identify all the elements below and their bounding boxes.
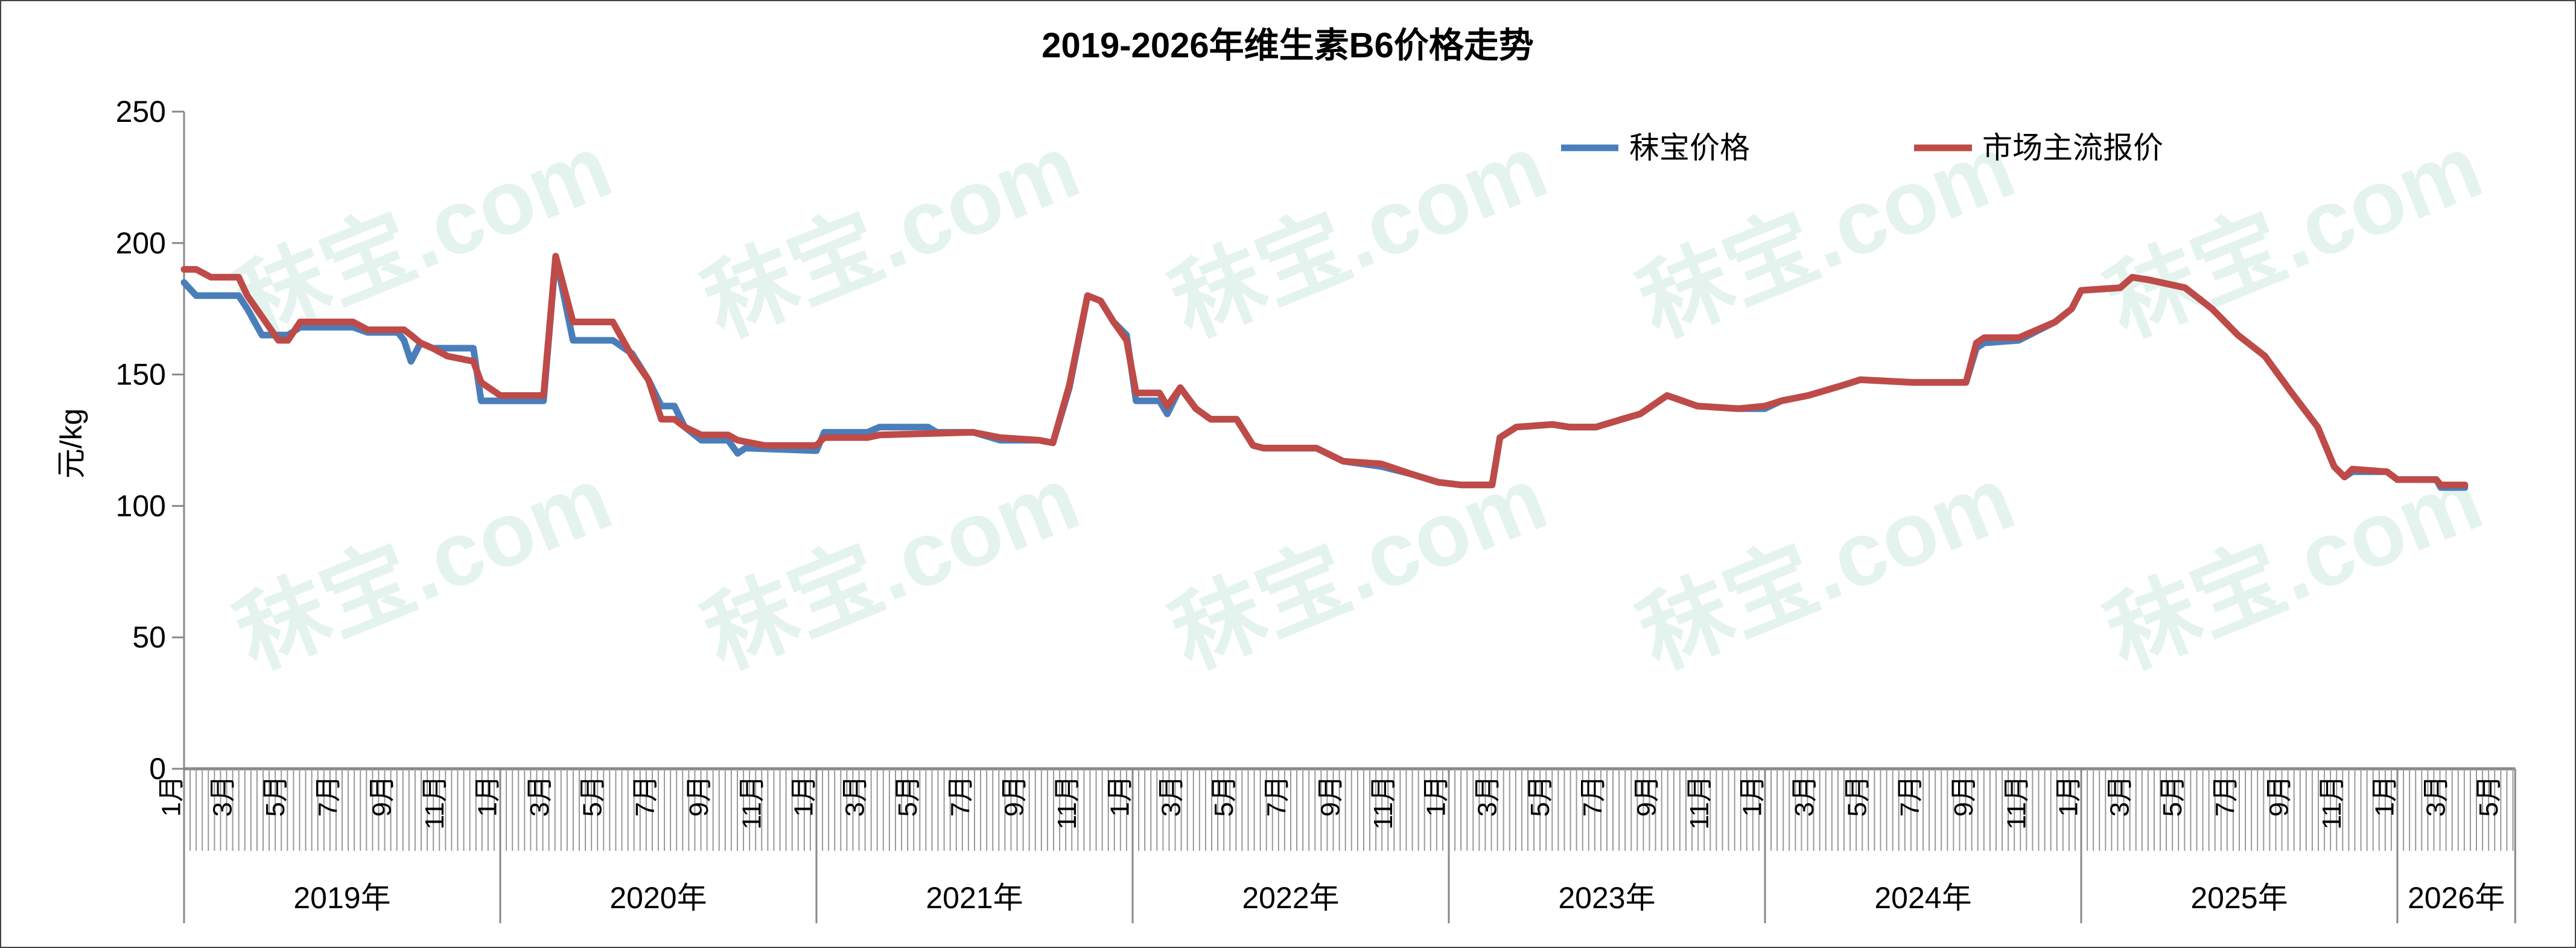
x-month-label: 5月 (893, 775, 923, 816)
series-line-market-price (180, 253, 2469, 489)
watermark-logo: 秣宝.com (690, 447, 1092, 687)
chart-title: 2019-2026年维生素B6价格走势 (1042, 26, 1534, 65)
x-month-label: 11月 (1685, 775, 1714, 830)
x-month-label: 1月 (473, 775, 503, 816)
x-month-label: 3月 (525, 775, 555, 816)
watermark-logo: 秣宝.com (1158, 447, 1560, 687)
y-tick-label: 150 (116, 358, 166, 392)
x-year-label: 2022年 (1242, 881, 1339, 915)
x-month-label: 11月 (420, 775, 450, 830)
x-month-label: 5月 (2474, 775, 2504, 816)
y-tick-label: 0 (149, 752, 166, 786)
x-month-label: 5月 (2158, 775, 2187, 816)
x-year-label: 2023年 (1558, 881, 1655, 915)
x-month-label: 1月 (1422, 775, 1451, 816)
x-month-label: 7月 (2210, 775, 2240, 816)
x-year-label: 2021年 (926, 881, 1023, 915)
watermarks: 秣宝.com 秣宝.com 秣宝.com 秣宝.com 秣宝.com 秣宝.com 秣宝.c… (223, 115, 2495, 687)
legend-label-market: 市场主流报价 (1982, 131, 2163, 165)
x-month-label: 3月 (1790, 775, 1819, 816)
x-year-label: 2020年 (609, 881, 707, 915)
x-month-label: 11月 (2317, 775, 2347, 830)
watermark-logo: 秣宝.com (1158, 115, 1560, 355)
x-month-label: 1月 (157, 775, 186, 816)
x-month-label: 7月 (313, 775, 343, 816)
x-year-label: 2026年 (2408, 881, 2505, 915)
x-month-label: 5月 (577, 775, 607, 816)
x-month-label: 3月 (208, 775, 237, 816)
x-month-label: 9月 (684, 775, 714, 816)
y-tick-label: 100 (116, 489, 166, 523)
x-month-label: 9月 (1632, 775, 1661, 816)
x-month-label: 1月 (789, 775, 819, 816)
legend: 秣宝价格 市场主流报价 (1561, 131, 2163, 165)
y-tick-label: 50 (132, 620, 166, 654)
watermark-logo: 秣宝.com (690, 115, 1092, 355)
x-month-label: 11月 (1369, 775, 1398, 830)
x-month-label: 3月 (840, 775, 870, 816)
watermark-logo: 秣宝.com (223, 115, 625, 355)
x-month-label: 5月 (1209, 775, 1239, 816)
x-month-label: 1月 (1105, 775, 1135, 816)
watermark-logo: 秣宝.com (223, 447, 625, 687)
x-month-label: 3月 (2421, 775, 2450, 816)
x-month-label: 1月 (2054, 775, 2084, 816)
x-month-label: 3月 (2105, 775, 2134, 816)
x-month-label: 9月 (367, 775, 396, 816)
legend-label-mobao: 秣宝价格 (1629, 131, 1750, 165)
y-tick-label: 250 (116, 95, 166, 129)
x-year-label: 2024年 (1874, 881, 1971, 915)
x-month-label: 9月 (1949, 775, 1979, 816)
y-tick-label: 200 (116, 226, 166, 260)
y-axis-label: 元/kg (54, 409, 88, 479)
x-year-label: 2019年 (293, 881, 390, 915)
x-month-label: 7月 (1262, 775, 1291, 816)
x-month-label: 7月 (631, 775, 660, 816)
x-month-label: 11月 (2002, 775, 2031, 830)
x-month-label: 7月 (946, 775, 975, 816)
x-month-label: 9月 (1315, 775, 1345, 816)
x-month-label: 9月 (2264, 775, 2294, 816)
x-month-label: 3月 (1472, 775, 1502, 816)
x-month-label: 11月 (737, 775, 766, 830)
watermark-logo: 秣宝.com (1626, 447, 2027, 687)
x-month-label: 3月 (1156, 775, 1186, 816)
x-month-label: 1月 (1738, 775, 1767, 816)
x-month-label: 5月 (1525, 775, 1555, 816)
x-month-label: 7月 (1578, 775, 1608, 816)
axes: 0 50 100 150 200 250 1月 3月 5月 7月 9月 11月 2019年 1月 3月 5月 7… (116, 95, 2516, 923)
x-year-label: 2025年 (2190, 881, 2288, 915)
series-lines (180, 253, 2469, 491)
x-month-label: 7月 (1895, 775, 1925, 816)
x-month-label: 1月 (2370, 775, 2400, 816)
x-month-label: 11月 (1052, 775, 1082, 830)
x-month-label: 5月 (261, 775, 290, 816)
x-month-label: 9月 (999, 775, 1029, 816)
x-month-label: 5月 (1842, 775, 1872, 816)
